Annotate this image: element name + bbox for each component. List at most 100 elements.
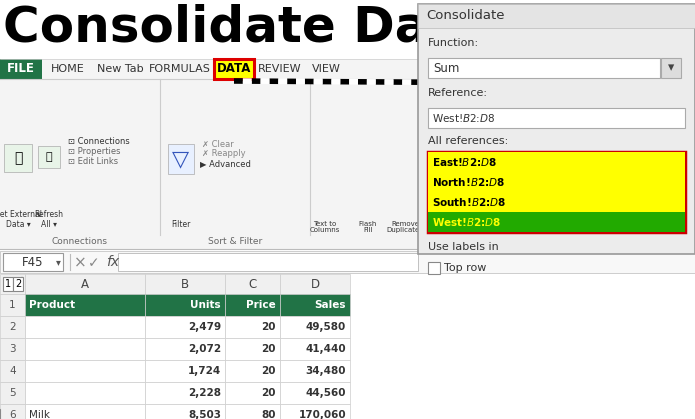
Text: 4: 4 [9,366,16,376]
Bar [38,146,60,168]
Text: 20: 20 [261,388,276,398]
Text: ✗ Clear: ✗ Clear [202,140,234,148]
Text: 🔄: 🔄 [46,152,52,162]
Bar [428,108,685,128]
Text: 8,503: 8,503 [188,410,221,419]
Text: North!$B$2:$D$8: North!$B$2:$D$8 [432,176,505,188]
Bar [145,382,225,404]
Text: Consolidate: Consolidate [514,225,574,234]
Text: VIEW: VIEW [311,64,341,74]
Bar [0,294,25,316]
Text: Flash
Fill: Flash Fill [359,220,377,233]
Bar [225,382,280,404]
Bar [25,382,145,404]
Text: 2,228: 2,228 [188,388,221,398]
Bar [225,404,280,419]
Bar [214,59,254,79]
Text: Product: Product [29,300,75,310]
Text: Function:: Function: [428,38,479,48]
Text: DATA: DATA [217,62,251,75]
Bar [661,58,681,78]
Bar [528,96,534,102]
Text: Milk: Milk [29,410,50,419]
Text: 41,440: 41,440 [305,344,346,354]
Text: What-
Analysi: What- Analysi [586,210,614,229]
Text: 2,072: 2,072 [188,344,221,354]
Text: 49,580: 49,580 [306,322,346,332]
Bar [0,338,25,360]
Bar [0,59,42,79]
Bar [280,294,350,316]
Bar [145,360,225,382]
Bar [428,152,685,232]
Text: 170,060: 170,060 [298,410,346,419]
Bar [145,274,225,294]
Text: 2,479: 2,479 [188,322,221,332]
Text: 20: 20 [261,322,276,332]
Text: Sum: Sum [433,62,459,75]
Bar [418,4,695,28]
Text: West!$B$2:$D$8: West!$B$2:$D$8 [432,216,502,228]
Bar [25,274,145,294]
Bar [558,89,564,95]
Bar [168,144,194,174]
Text: Get External
Data ▾: Get External Data ▾ [0,210,42,229]
Bar [280,274,350,294]
Bar [145,316,225,338]
Bar [558,96,564,102]
Bar [3,253,63,271]
Bar [428,152,685,172]
Bar [428,262,440,274]
Bar [528,103,534,109]
Bar [0,382,25,404]
Bar [428,192,685,212]
Text: ▾: ▾ [668,62,674,75]
Bar [565,89,571,95]
Bar [565,103,571,109]
Text: 1: 1 [5,279,11,289]
Text: ▽: ▽ [172,149,190,169]
Bar [280,360,350,382]
Text: ✓: ✓ [88,256,100,270]
Text: West!$B$2:$D$8: West!$B$2:$D$8 [432,112,496,124]
Bar [558,103,564,109]
Text: 5: 5 [9,388,16,398]
Text: Price: Price [246,300,276,310]
Bar [418,4,695,254]
Bar [514,96,520,102]
Text: New Tab: New Tab [97,64,143,74]
Text: ⊡ Edit Links: ⊡ Edit Links [68,158,118,166]
Text: East!$B$2:$D$8: East!$B$2:$D$8 [432,156,497,168]
Text: Refresh
All ▾: Refresh All ▾ [35,210,63,229]
Text: ⊡ Properties: ⊡ Properties [68,147,120,157]
Bar [551,103,557,109]
Bar [280,382,350,404]
Bar [4,144,32,172]
Bar [0,316,25,338]
Text: Data
Validation▾: Data Validation▾ [433,220,471,233]
Text: Use labels in: Use labels in [428,242,499,252]
Bar [428,172,685,192]
Text: 3: 3 [9,344,16,354]
Text: South!$B$2:$D$8: South!$B$2:$D$8 [432,196,506,208]
Bar [0,59,695,249]
Bar [25,404,145,419]
Text: Sort & Filter: Sort & Filter [208,237,262,246]
Bar [280,404,350,419]
Bar [514,89,520,95]
Bar [0,274,25,294]
Bar [0,404,25,419]
Text: Data Tools: Data Tools [543,237,590,246]
Text: 44,560: 44,560 [306,388,346,398]
Text: HOME: HOME [51,64,85,74]
Text: Sales: Sales [315,300,346,310]
Bar [145,294,225,316]
Text: B: B [181,277,189,290]
Bar [225,274,280,294]
Text: 80: 80 [261,410,276,419]
Bar [225,338,280,360]
Bar [25,316,145,338]
Text: F45: F45 [22,256,44,269]
Bar [521,96,527,102]
Bar [551,96,557,102]
